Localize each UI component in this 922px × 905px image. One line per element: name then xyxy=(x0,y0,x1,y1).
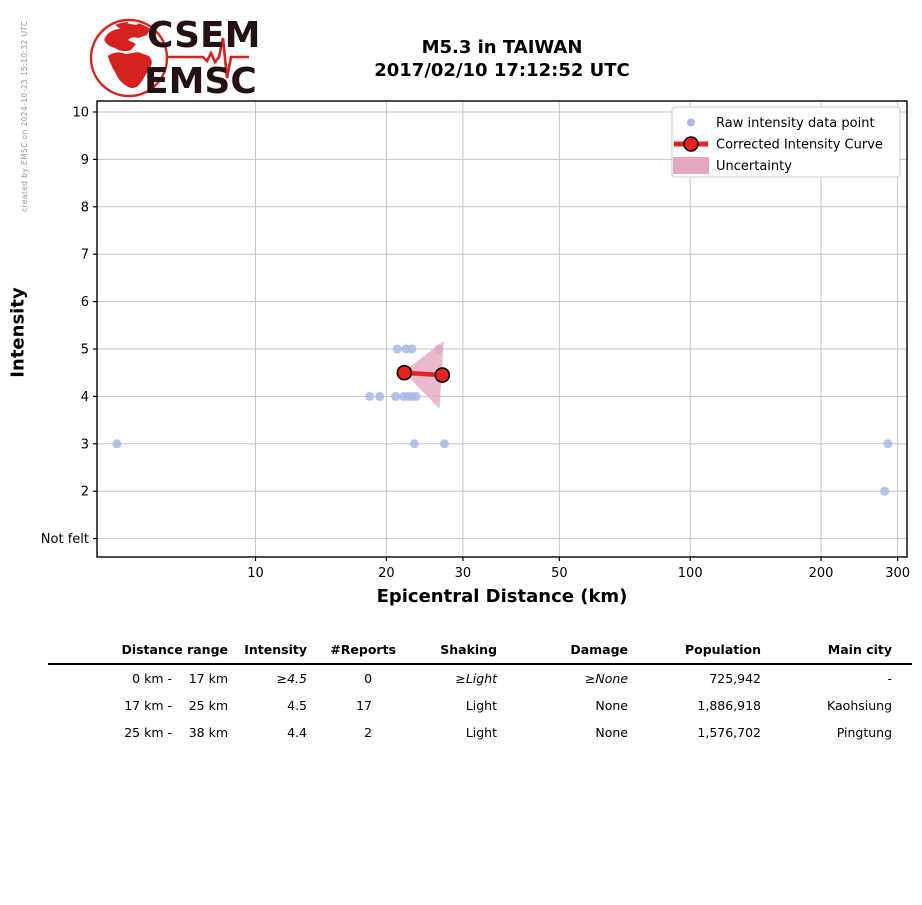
chart-legend: Raw intensity data point Corrected Intens… xyxy=(671,106,901,178)
population-value: 1,576,702 xyxy=(697,725,762,740)
y-tick-label: 6 xyxy=(81,295,89,310)
raw-point xyxy=(409,439,419,449)
x-tick-label: 10 xyxy=(247,566,264,581)
legend-uncertainty-icon xyxy=(673,157,709,174)
x-tick-label: 50 xyxy=(551,566,568,581)
y-tick-label: 4 xyxy=(81,390,89,405)
header-shaking: Shaking xyxy=(396,638,498,665)
shaking-value: Light xyxy=(465,698,498,713)
main-city-value: - xyxy=(887,671,893,686)
reports-value: 2 xyxy=(364,725,373,740)
table-header-row: Distance range Intensity #Reports Shakin… xyxy=(48,638,913,665)
impact-summary-table: Distance range Intensity #Reports Shakin… xyxy=(48,638,913,746)
globe-landmass xyxy=(104,22,152,89)
y-tick-label: 8 xyxy=(81,200,89,215)
legend-box xyxy=(671,106,901,178)
plot-border xyxy=(96,100,908,558)
corrected-point xyxy=(396,364,413,381)
corrected-point xyxy=(434,367,451,383)
table-row: 17 km - 25 km 4.5 17 Light None 1,886,91… xyxy=(48,692,912,719)
population-value: 725,942 xyxy=(709,671,762,686)
main-city-value: Pingtung xyxy=(836,725,893,740)
chart-gridlines xyxy=(97,101,907,557)
raw-point xyxy=(112,439,122,449)
range-from: 0 km - xyxy=(132,671,172,686)
header-reports: #Reports xyxy=(307,638,397,665)
reports-value: 0 xyxy=(364,671,373,686)
x-axis-ticks: 10 20 30 50 100 200 300 xyxy=(247,557,910,581)
raw-data-points xyxy=(112,344,893,496)
y-tick-label: 5 xyxy=(81,343,89,358)
legend-label: Raw intensity data point xyxy=(716,116,875,131)
intensity-value: ≥4.5 xyxy=(276,671,308,686)
header-main-city: Main city xyxy=(761,638,913,665)
legend-label: Uncertainty xyxy=(716,159,792,174)
header-distance-range: Distance range xyxy=(48,638,229,665)
raw-point xyxy=(407,344,417,354)
population-value: 1,886,918 xyxy=(697,698,762,713)
raw-point xyxy=(411,391,421,401)
x-tick-label: 300 xyxy=(885,566,910,581)
range-to: 25 km xyxy=(188,698,229,713)
y-tick-label: 2 xyxy=(81,485,89,500)
raw-point xyxy=(392,344,402,354)
raw-point xyxy=(883,439,893,449)
legend-raw-point-icon xyxy=(687,118,695,127)
damage-value: ≥None xyxy=(584,671,629,686)
intensity-value: 4.4 xyxy=(287,725,308,740)
y-axis-label: Intensity xyxy=(7,287,29,378)
raw-point xyxy=(365,391,375,401)
legend-label: Corrected Intensity Curve xyxy=(716,138,883,153)
x-tick-label: 30 xyxy=(455,566,472,581)
raw-point xyxy=(880,486,890,496)
y-tick-label: Not felt xyxy=(41,532,89,547)
y-tick-label: 9 xyxy=(81,153,89,168)
header-damage: Damage xyxy=(497,638,629,665)
seismogram-trace-icon xyxy=(166,37,249,79)
main-city-value: Kaohsiung xyxy=(827,698,893,713)
raw-point xyxy=(391,391,401,401)
legend-curve-marker-icon xyxy=(683,136,699,152)
chart-title: M5.3 in TAIWAN xyxy=(421,37,583,58)
range-from: 17 km - xyxy=(124,698,172,713)
intensity-distance-chart: 10 20 30 50 100 200 300 Not felt 2 3 4 5 6 7 8 9 10 Raw i… xyxy=(41,100,910,581)
intensity-value: 4.5 xyxy=(287,698,308,713)
x-tick-label: 20 xyxy=(378,566,395,581)
raw-point xyxy=(375,391,385,401)
x-tick-label: 100 xyxy=(678,566,703,581)
damage-value: None xyxy=(595,698,629,713)
y-axis-ticks: Not felt 2 3 4 5 6 7 8 9 10 xyxy=(41,106,97,547)
y-tick-label: 3 xyxy=(81,437,89,452)
range-from: 25 km - xyxy=(124,725,172,740)
range-to: 17 km xyxy=(188,671,229,686)
chart-subtitle: 2017/02/10 17:12:52 UTC xyxy=(374,60,630,81)
x-axis-label: Epicentral Distance (km) xyxy=(376,586,628,607)
y-tick-label: 10 xyxy=(72,106,89,121)
table-row: 25 km - 38 km 4.4 2 Light None 1,576,702… xyxy=(48,719,912,746)
shaking-value: Light xyxy=(465,725,498,740)
emsc-logo: CSEM EMSC xyxy=(89,15,260,102)
range-to: 38 km xyxy=(188,725,229,740)
shaking-value: ≥Light xyxy=(455,671,498,686)
header-intensity: Intensity xyxy=(228,638,308,665)
chart-title-block: M5.3 in TAIWAN 2017/02/10 17:12:52 UTC xyxy=(97,36,907,82)
reports-value: 17 xyxy=(356,698,373,713)
logo-text-csem: CSEM xyxy=(147,15,260,56)
logo-text-emsc: EMSC xyxy=(144,61,257,102)
header-population: Population xyxy=(628,638,762,665)
y-tick-label: 7 xyxy=(81,248,89,263)
table-row: 0 km - 17 km ≥4.5 0 ≥Light ≥None 725,942… xyxy=(48,664,912,692)
x-tick-label: 200 xyxy=(809,566,834,581)
damage-value: None xyxy=(595,725,629,740)
raw-point xyxy=(439,439,449,449)
